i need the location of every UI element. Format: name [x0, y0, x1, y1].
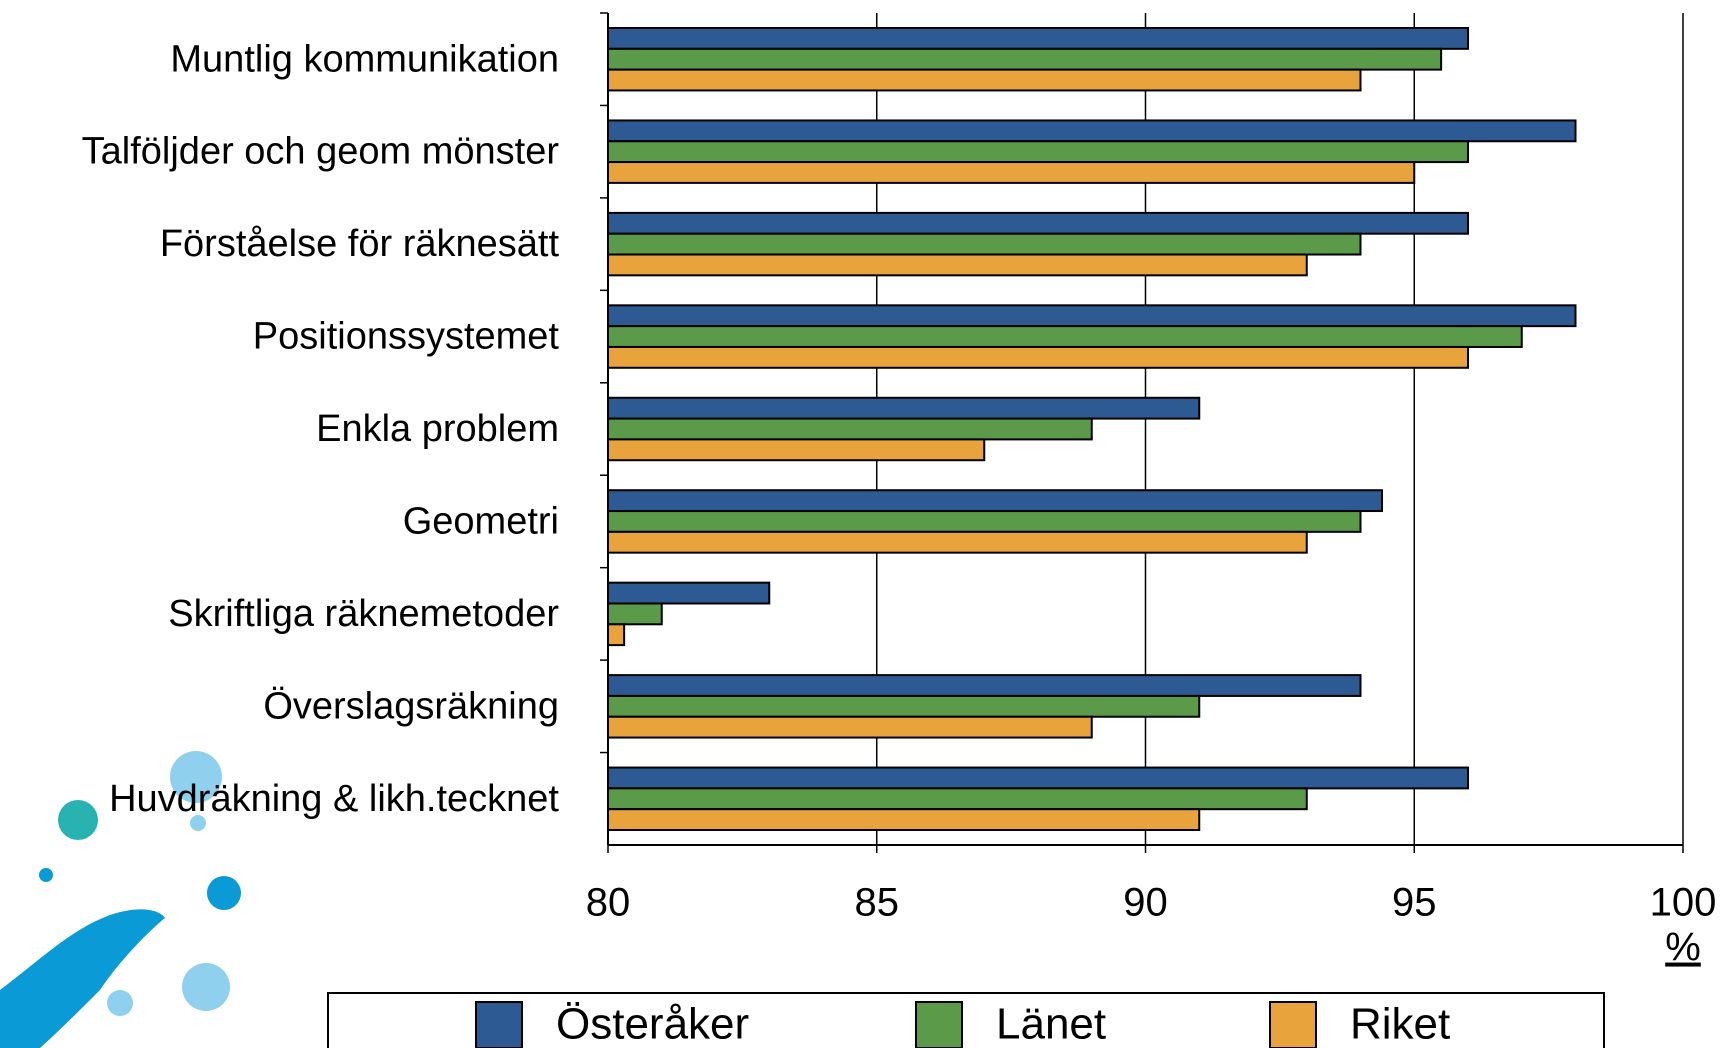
x-tick-label: 95: [1392, 881, 1437, 925]
x-axis-label: %: [1665, 926, 1701, 970]
bar: [608, 603, 662, 624]
bar: [608, 624, 624, 645]
y-tick-label: Geometri: [403, 500, 559, 542]
bar: [608, 583, 769, 604]
y-tick-label: Enkla problem: [316, 408, 559, 450]
chart: % 80 85 90 95 100 Muntlig kommunikation Talföl…: [0, 0, 1722, 1048]
bar: [608, 717, 1092, 738]
bar: [608, 398, 1199, 419]
x-tick-label: 100: [1650, 881, 1717, 925]
bar: [608, 490, 1382, 511]
y-tick-label: Muntlig kommunikation: [170, 38, 559, 80]
bar: [608, 696, 1199, 717]
legend-swatch: [476, 1002, 522, 1048]
bar: [608, 788, 1307, 809]
bar: [608, 305, 1576, 326]
y-tick-label: Skriftliga räknemetoder: [168, 593, 559, 635]
bar: [608, 809, 1199, 830]
y-tick-label: Förståelse för räknesätt: [160, 223, 560, 265]
bar: [608, 768, 1468, 789]
legend-label: Riket: [1350, 1000, 1450, 1048]
bar: [608, 162, 1414, 183]
bar: [608, 255, 1307, 276]
legend-swatch: [1270, 1002, 1316, 1048]
bar: [608, 675, 1361, 696]
x-tick-label: 90: [1123, 881, 1168, 925]
bar: [608, 70, 1361, 91]
bar: [608, 419, 1092, 440]
legend-swatch: [916, 1002, 962, 1048]
bar: [608, 213, 1468, 234]
legend-label: Österåker: [556, 1000, 749, 1048]
y-tick-label: Överslagsräkning: [263, 685, 559, 727]
bar: [608, 347, 1468, 368]
x-tick-label: 80: [586, 881, 631, 925]
y-tick-label: Huvdräkning & likh.tecknet: [109, 778, 559, 820]
bar: [608, 511, 1361, 532]
x-tick-label: 85: [855, 881, 900, 925]
y-tick-label: Talföljder och geom mönster: [82, 131, 560, 173]
bar: [608, 439, 984, 460]
bar: [608, 120, 1576, 141]
bar: [608, 234, 1361, 255]
legend-label: Länet: [996, 1000, 1106, 1048]
y-tick-label: Positionssystemet: [253, 316, 560, 358]
bar: [608, 532, 1307, 553]
bar: [608, 141, 1468, 162]
bar: [608, 49, 1441, 70]
bar: [608, 326, 1522, 347]
bar: [608, 28, 1468, 49]
